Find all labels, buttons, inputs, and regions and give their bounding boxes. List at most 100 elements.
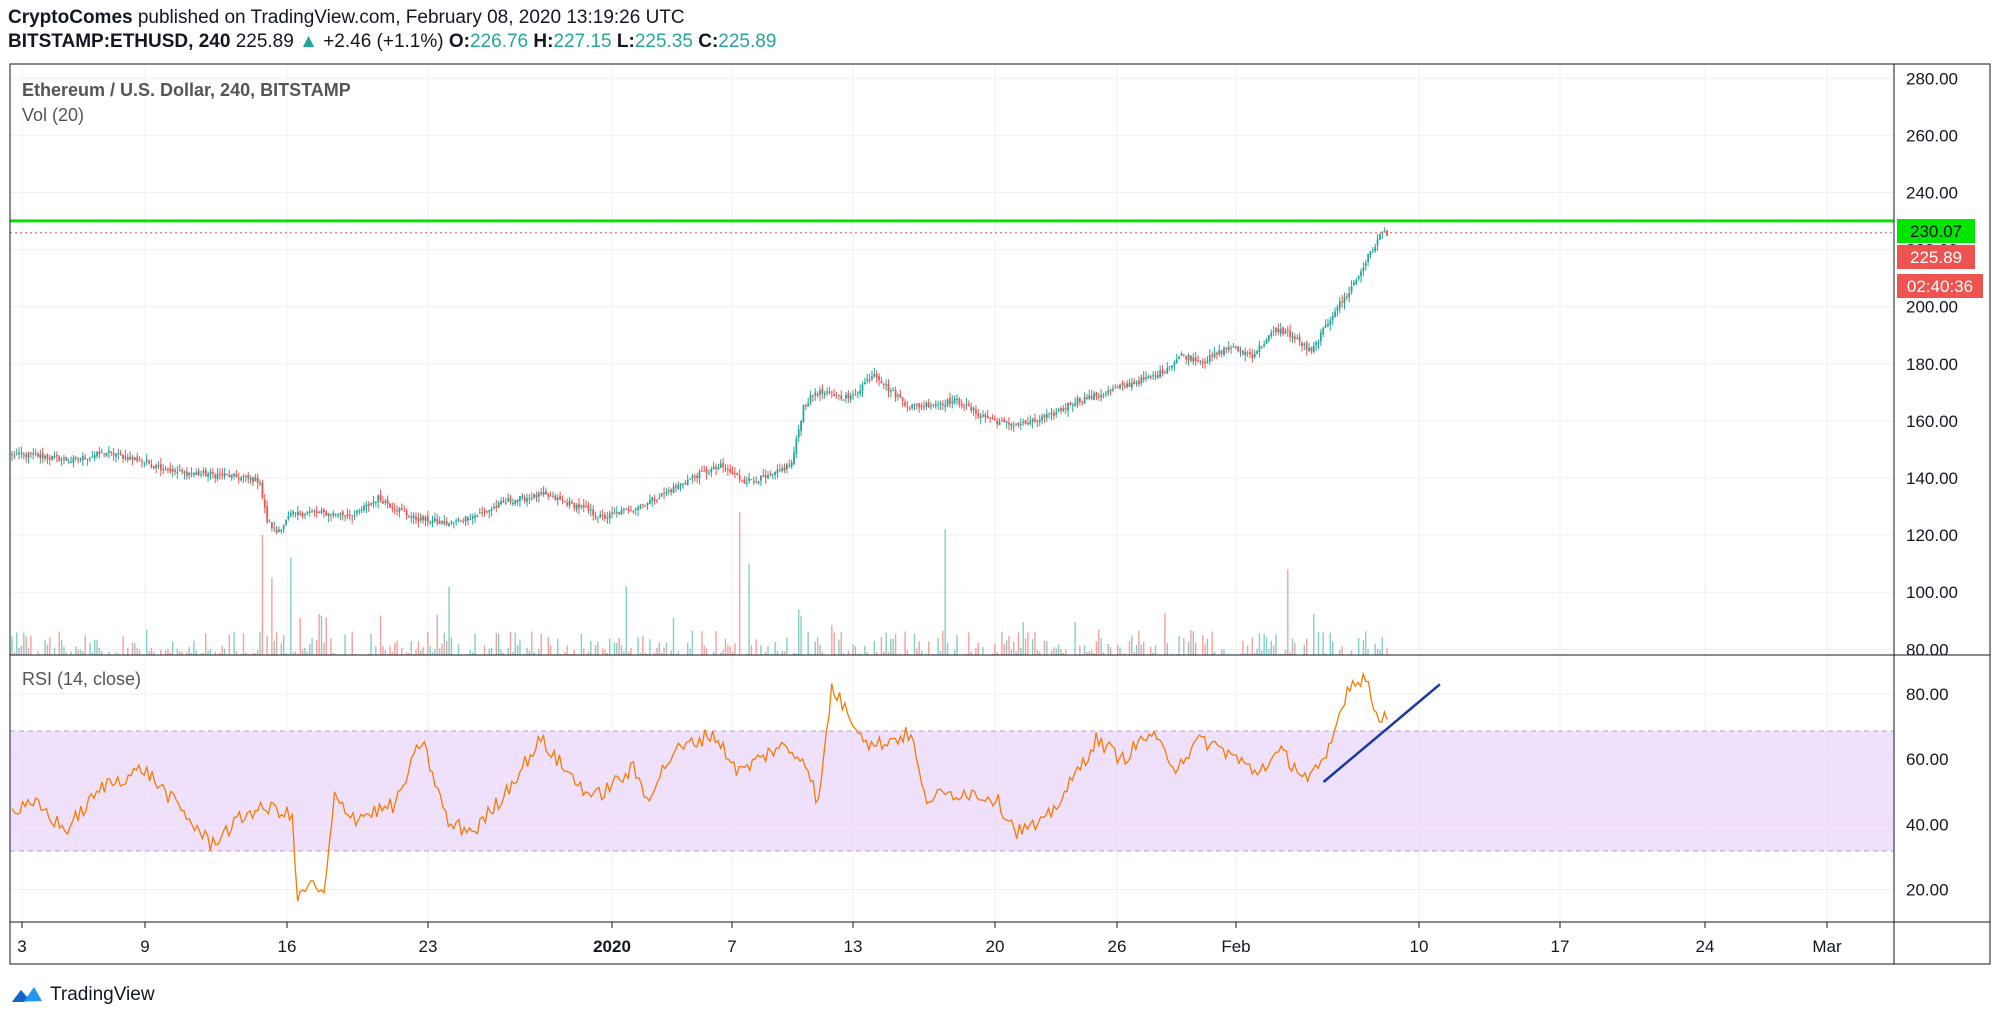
volume-legend[interactable]: Vol (20) — [22, 105, 84, 125]
candle-body — [615, 512, 618, 514]
candle-body — [627, 508, 630, 512]
author-name[interactable]: CryptoComes — [8, 7, 133, 28]
candle-body — [1074, 403, 1077, 406]
candle-body — [1369, 251, 1372, 256]
candle-body — [426, 515, 429, 522]
candle-body — [55, 455, 58, 457]
candle-body — [65, 456, 68, 461]
published-text: published on TradingView.com, February 0… — [137, 7, 685, 28]
candle-body — [1060, 408, 1062, 411]
candle-body — [807, 403, 810, 407]
candle-body — [363, 506, 365, 511]
candle-body — [237, 477, 240, 480]
candle-body — [294, 512, 297, 514]
candle-body — [1244, 351, 1247, 356]
candle-body — [611, 512, 613, 514]
candle-body — [1086, 397, 1088, 400]
tradingview-logo-icon — [12, 987, 42, 1002]
time-tick-label: 3 — [17, 937, 26, 956]
candle-body — [1267, 335, 1270, 341]
candle-body — [745, 482, 748, 484]
candle-body — [568, 500, 571, 506]
candle-body — [771, 473, 774, 475]
candle-body — [1275, 327, 1277, 332]
candle-body — [44, 456, 46, 459]
candle-body — [1034, 418, 1036, 422]
candle-body — [185, 471, 188, 476]
candle-body — [1166, 367, 1169, 374]
candle-body — [956, 398, 958, 400]
candle-body — [830, 392, 833, 394]
candle-body — [202, 470, 205, 473]
candle-body — [242, 475, 245, 478]
candle-body — [1015, 423, 1017, 425]
candle-body — [1102, 395, 1105, 397]
candle-body — [776, 469, 779, 474]
chart-title[interactable]: Ethereum / U.S. Dollar, 240, BITSTAMP — [22, 80, 351, 100]
last-value: 225.89 — [235, 31, 294, 52]
candle-body — [339, 513, 342, 515]
symbol-label[interactable]: BITSTAMP:ETHUSD, 240 — [8, 31, 231, 52]
candle-body — [53, 455, 56, 457]
candle-body — [1045, 414, 1048, 418]
candle-body — [1367, 254, 1369, 263]
candle-body — [977, 413, 980, 417]
candle-body — [1029, 420, 1032, 425]
candle-body — [485, 511, 488, 513]
candle-body — [292, 511, 295, 515]
rsi-trendline[interactable] — [1322, 683, 1441, 783]
candle-body — [634, 508, 637, 510]
candle-body — [100, 451, 103, 453]
publish-header: CryptoComes published on TradingView.com… — [8, 6, 1988, 54]
rsi-legend[interactable]: RSI (14, close) — [22, 669, 141, 689]
publisher-line: CryptoComes published on TradingView.com… — [8, 6, 1988, 30]
candle-body — [417, 518, 420, 522]
candle-body — [521, 495, 524, 498]
candle-body — [1114, 387, 1117, 389]
candle-body — [311, 511, 313, 513]
candle-body — [946, 399, 949, 406]
candle-body — [653, 498, 656, 501]
candle-body — [672, 486, 675, 493]
candle-body — [481, 512, 484, 514]
candle-body — [840, 395, 843, 400]
candle-body — [731, 471, 734, 474]
price-scale[interactable] — [1893, 63, 1991, 965]
candle-body — [592, 509, 595, 516]
candle-body — [1227, 347, 1230, 350]
candle-body — [1159, 370, 1162, 377]
candle-body — [717, 467, 720, 470]
candle-body — [816, 393, 819, 396]
candle-body — [34, 452, 37, 454]
candle-body — [372, 501, 375, 504]
candle-body — [1345, 296, 1348, 298]
candle-body — [904, 402, 906, 406]
candle-body — [431, 520, 434, 524]
candle-body — [325, 511, 328, 516]
candle-body — [899, 394, 902, 398]
candle-body — [622, 509, 625, 511]
candle-body — [1121, 383, 1124, 385]
candle-body — [152, 466, 155, 468]
candle-body — [1185, 356, 1188, 360]
level-price-text: 230.07 — [1910, 222, 1962, 241]
candle-body — [1038, 419, 1041, 422]
candle-body — [15, 454, 18, 456]
candle-body — [906, 406, 909, 408]
candle-body — [748, 478, 751, 482]
candle-body — [502, 500, 505, 503]
candle-body — [741, 480, 743, 482]
candle-body — [854, 394, 857, 396]
candle-body — [625, 508, 628, 510]
candle-body — [445, 521, 448, 525]
tradingview-brand[interactable]: TradingView — [10, 980, 155, 1010]
candle-body — [767, 474, 769, 479]
candle-body — [145, 459, 148, 462]
candle-body — [537, 493, 540, 497]
candle-body — [1381, 232, 1384, 234]
candle-body — [1067, 403, 1069, 411]
candle-body — [530, 498, 533, 500]
candle-body — [1211, 354, 1214, 357]
candle-body — [927, 403, 930, 408]
